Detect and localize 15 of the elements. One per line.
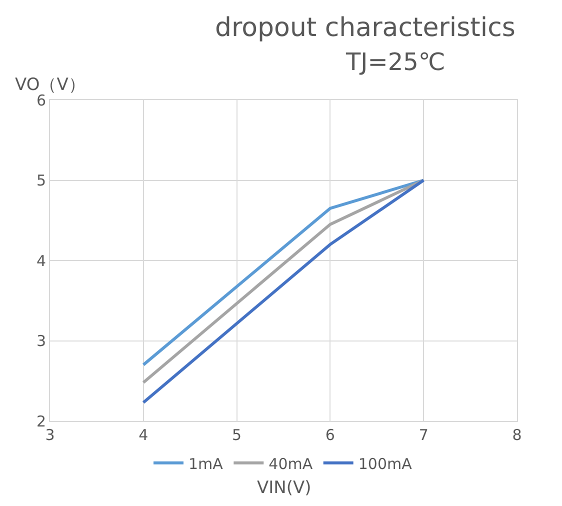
- x-tick-label: 5: [232, 426, 242, 444]
- x-tick-label: 6: [325, 426, 335, 444]
- x-tick-label: 7: [418, 426, 428, 444]
- y-tick-label: 3: [36, 332, 46, 350]
- legend-label: 100mA: [358, 454, 413, 473]
- x-axis-title: VIN(V): [257, 478, 312, 498]
- x-tick-label: 8: [512, 426, 522, 444]
- y-tick-label: 2: [36, 412, 46, 430]
- y-tick-label: 5: [36, 172, 46, 190]
- legend-label: 40mA: [268, 454, 314, 473]
- legend-label: 1mA: [188, 454, 224, 473]
- x-tick-label: 4: [138, 426, 148, 444]
- y-tick-label: 4: [36, 252, 46, 270]
- chart-title: dropout characteristics: [215, 13, 516, 43]
- chart-subtitle: TJ=25℃: [345, 48, 446, 76]
